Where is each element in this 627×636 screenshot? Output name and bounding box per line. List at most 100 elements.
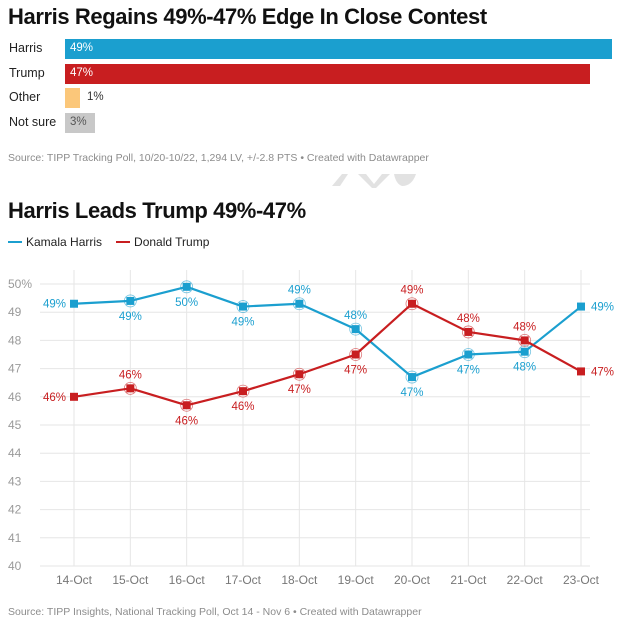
data-point-trump [520,336,529,345]
data-point-trump [577,367,585,376]
legend-item-harris: Kamala Harris [8,235,102,249]
data-point-trump [408,299,416,308]
x-tick-label: 20-Oct [394,573,431,587]
bar-category-label: Other [9,90,41,104]
data-label-harris: 49% [231,317,254,329]
data-label-harris: 49% [119,311,142,323]
data-point-harris [295,299,304,308]
bar-category-label: Not sure [9,115,57,129]
bar: 49% [65,39,612,59]
y-tick-label: 44 [8,446,22,460]
data-point-harris [126,296,135,305]
point-halo [236,300,250,313]
data-point-harris [182,282,191,291]
point-halo [461,325,475,339]
bar [65,88,80,108]
data-point-trump [182,401,191,410]
line-chart-source: Source: TIPP Insights, National Tracking… [8,606,422,618]
x-tick-label: 15-Oct [112,573,149,587]
y-tick-label: 40 [8,559,22,573]
data-label-trump: 47% [591,366,614,378]
data-point-trump [464,327,473,336]
y-tick-label: 43 [8,474,22,488]
y-tick-label: 41 [8,531,22,545]
data-label-trump: 47% [288,384,311,396]
data-point-harris [464,350,473,359]
point-halo [518,334,532,347]
bar-value-label: 47% [70,67,94,79]
data-point-trump [295,370,304,379]
point-halo [461,348,475,361]
bar-row-other: Other 1% [0,88,627,108]
legend-swatch-trump [116,241,131,243]
x-tick-label: 23-Oct [563,573,600,587]
data-label-trump: 46% [231,401,254,413]
data-point-trump [70,392,78,401]
point-halo [236,384,250,398]
data-label-harris: 48% [344,310,367,322]
line-chart-title: Harris Leads Trump 49%-47% [8,198,306,223]
bar-value-label: 3% [70,116,87,128]
y-tick-label: 45 [8,418,22,432]
data-point-harris [239,302,247,311]
data-label-harris: 49% [288,285,311,297]
legend-label-trump: Donald Trump [134,235,210,249]
y-tick-label: 42 [8,503,22,517]
data-label-harris: 47% [400,387,423,399]
bar-category-label: Harris [9,41,43,55]
watermark-logo [332,174,416,188]
point-halo [180,398,194,412]
point-halo [123,381,137,395]
data-label-trump: 46% [119,369,142,381]
data-label-trump: 49% [400,285,423,297]
series-line-trump [73,302,582,407]
point-halo [518,345,532,359]
bar-chart-source: Source: TIPP Tracking Poll, 10/20-10/22,… [8,152,429,164]
x-tick-label: 17-Oct [225,573,262,587]
x-tick-label: 21-Oct [450,573,487,587]
y-tick-label: 49 [8,305,22,319]
bar: 47% [65,64,590,84]
legend-label-harris: Kamala Harris [26,235,103,249]
point-halo [180,280,194,294]
data-label-trump: 48% [513,321,536,333]
bar-category-label: Trump [9,66,45,80]
x-tick-label: 18-Oct [281,573,318,587]
data-point-trump [126,384,135,393]
point-halo [405,370,419,384]
line-chart-legend: Kamala Harris Donald Trump [8,235,223,249]
data-label-harris: 49% [43,299,66,311]
data-point-harris [520,347,529,356]
y-tick-label: 47 [8,362,22,376]
y-tick-label: 48 [8,333,22,347]
data-label-trump: 46% [175,415,198,427]
data-point-trump [239,387,247,396]
bar-row-harris: Harris 49% [0,39,627,59]
bar-value-label: 1% [87,91,104,103]
data-label-harris: 47% [457,365,480,377]
data-label-harris: 50% [175,297,198,309]
y-tick-label: 46 [8,390,22,404]
bar: 3% [65,113,95,133]
y-tick-label: 50% [8,277,32,291]
point-halo [349,348,363,361]
bar-row-trump: Trump 47% [0,64,627,84]
data-point-trump [351,350,360,359]
series-line-harris [73,285,582,379]
legend-swatch-harris [8,241,22,243]
x-tick-label: 19-Oct [338,573,375,587]
point-halo [292,367,306,381]
data-label-trump: 48% [457,313,480,325]
data-point-harris [70,299,78,308]
point-halo [292,297,306,311]
data-point-harris [577,302,585,311]
bar-value-label: 49% [70,42,94,54]
data-label-trump: 46% [43,392,66,404]
line-chart: 50% 49 48 47 46 45 44 43 42 41 40 14-Oct 15-Oct 16-Oc… [8,270,614,587]
x-tick-label: 16-Oct [169,573,206,587]
data-label-harris: 49% [591,302,614,314]
bar-row-not-sure: Not sure 3% [0,113,627,133]
data-point-harris [351,325,360,334]
point-halo [349,322,363,336]
data-point-harris [408,373,416,382]
